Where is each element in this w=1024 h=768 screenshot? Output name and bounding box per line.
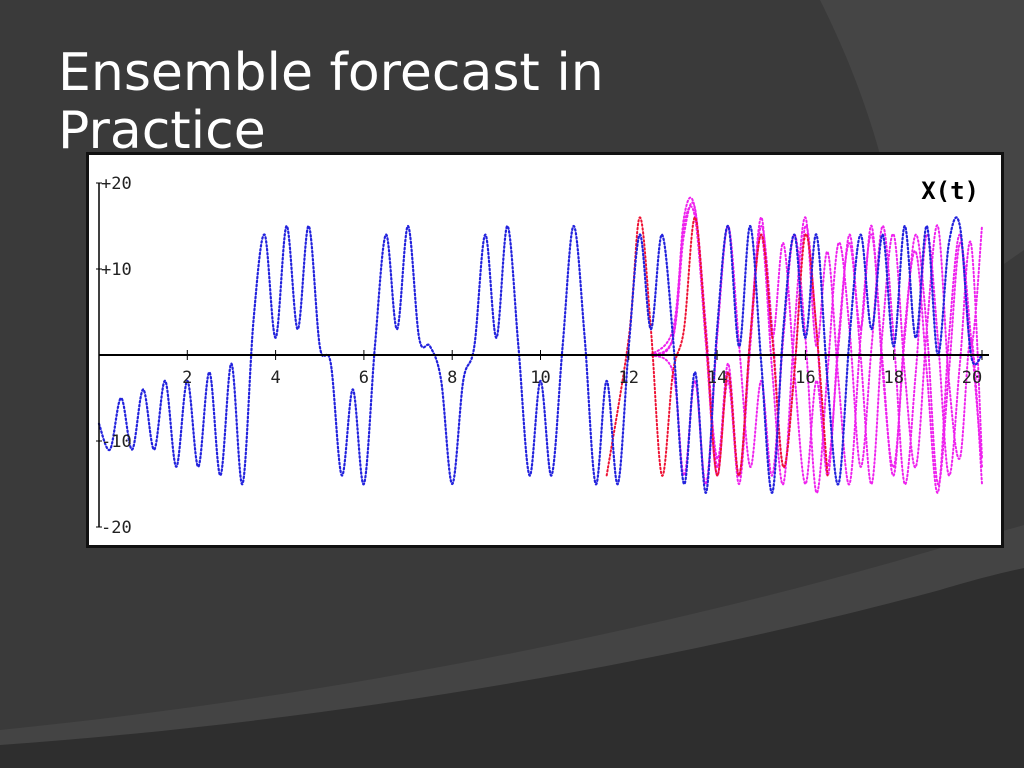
y-tick-label: -10	[101, 432, 132, 452]
x-tick-label: 8	[447, 368, 457, 388]
x-tick-label: 14	[707, 368, 727, 388]
x-tick-label: 20	[962, 368, 982, 388]
y-tick-label: +10	[101, 260, 132, 280]
background-curve-band-dark	[0, 568, 1024, 768]
series-line-control	[97, 216, 984, 494]
series-line-perturbed	[605, 216, 829, 477]
slide-title-line1: Ensemble forecast in	[58, 43, 604, 103]
xt-time-series-chart: 2 4 6 8 10 12 14 16 18 20 +20 +10 -10 -20 X(t)	[96, 174, 989, 538]
y-tick-label: +20	[101, 174, 132, 194]
slide-title-line2: Practice	[58, 101, 266, 161]
x-tick-label: 6	[359, 368, 369, 388]
chart-title: X(t)	[921, 177, 979, 205]
chart-frame: 2 4 6 8 10 12 14 16 18 20 +20 +10 -10 -20 X(t)	[86, 152, 1004, 548]
x-tick-label: 12	[619, 368, 639, 388]
x-tick-label: 16	[795, 368, 815, 388]
y-tick-label: -20	[101, 518, 132, 538]
slide-title: Ensemble forecast in Practice	[58, 44, 758, 160]
x-tick-label: 4	[270, 368, 280, 388]
x-tick-label: 2	[182, 368, 192, 388]
x-tick-label: 10	[530, 368, 550, 388]
tick-layer: 2 4 6 8 10 12 14 16 18 20 +20 +10 -10 -20	[96, 174, 983, 538]
x-tick-label: 18	[883, 368, 903, 388]
series-layer	[97, 196, 984, 494]
